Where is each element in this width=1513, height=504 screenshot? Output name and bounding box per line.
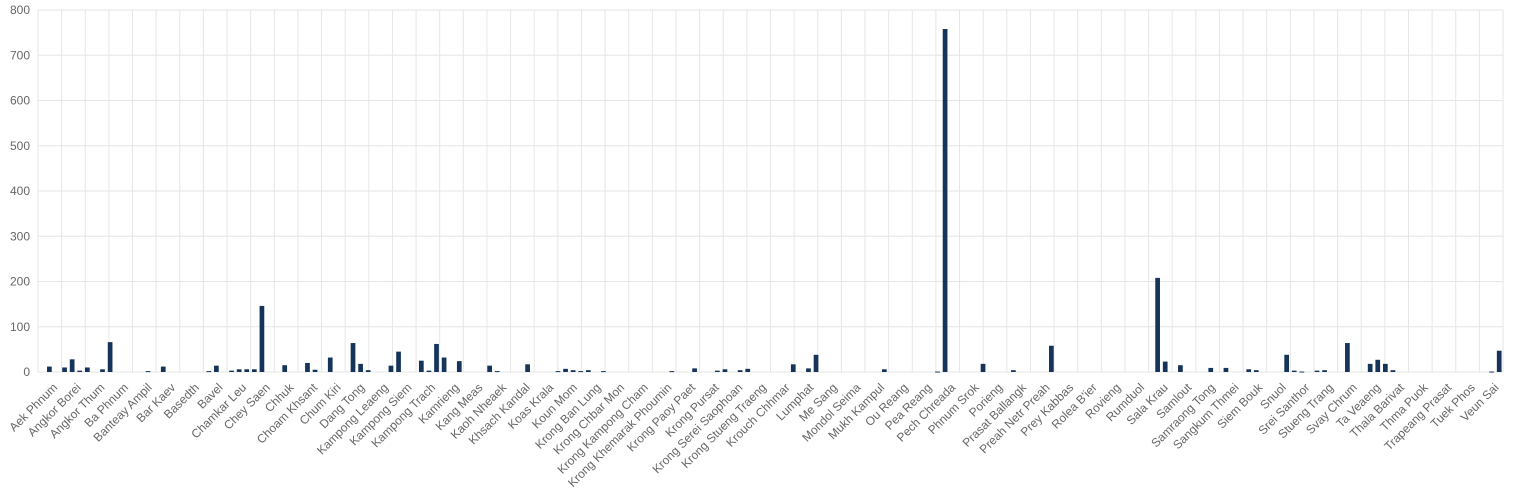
- bar: [69, 359, 75, 372]
- bar: [745, 368, 751, 372]
- grid-layer: [37, 9, 1504, 373]
- y-tick-label: 500: [10, 139, 30, 153]
- y-tick-label: 0: [23, 365, 30, 379]
- bar: [601, 371, 606, 373]
- y-tick-label: 800: [10, 3, 30, 17]
- bar: [1489, 371, 1494, 373]
- bar: [1291, 370, 1297, 372]
- bar: [1375, 359, 1381, 372]
- bar: [47, 366, 52, 372]
- bar: [358, 363, 363, 372]
- bar: [206, 371, 212, 373]
- bar: [1049, 345, 1054, 372]
- bar: [692, 368, 697, 372]
- bar: [107, 342, 113, 372]
- bar: [790, 364, 796, 372]
- bar: [365, 370, 371, 372]
- bar: [737, 370, 743, 372]
- bar: [327, 357, 333, 372]
- bar: [1011, 370, 1016, 372]
- bar: [722, 369, 728, 372]
- bar: [418, 360, 424, 372]
- bar: [1208, 367, 1214, 372]
- bar: [935, 371, 940, 373]
- bar: [1284, 354, 1290, 372]
- y-tick-label: 600: [10, 94, 30, 108]
- bar: [396, 351, 401, 372]
- y-tick-label: 700: [10, 48, 30, 62]
- bar: [555, 371, 561, 373]
- bar: [282, 365, 288, 372]
- bar: [312, 369, 318, 372]
- bar: [456, 361, 462, 372]
- bar: [244, 369, 250, 372]
- bar: [1253, 370, 1259, 372]
- bar: [1155, 277, 1160, 372]
- bar: [813, 354, 819, 372]
- bar: [494, 371, 500, 373]
- bar: [236, 369, 242, 372]
- bar: [350, 343, 356, 372]
- y-tick-label: 400: [10, 184, 30, 198]
- bar: [570, 370, 576, 372]
- bar: [585, 370, 591, 372]
- bar: [882, 369, 887, 372]
- bar: [1322, 370, 1327, 372]
- y-tick-label: 100: [10, 320, 30, 334]
- bar: [229, 370, 234, 372]
- bar: [1246, 369, 1252, 372]
- bar: [525, 364, 530, 372]
- bar: [259, 305, 265, 372]
- y-tick-label: 300: [10, 229, 30, 243]
- bar: [77, 370, 83, 372]
- bar: [214, 365, 219, 372]
- bar: [942, 29, 948, 372]
- bar: [305, 362, 310, 372]
- bar: [1496, 350, 1502, 372]
- bar: [160, 366, 166, 372]
- bar: [1390, 370, 1396, 372]
- bar: [1162, 361, 1168, 372]
- bar: [578, 371, 584, 373]
- y-axis-ticks: 0 100 200 300 400 500 600 700 800: [10, 3, 30, 379]
- bar: [980, 363, 986, 372]
- bar: [434, 343, 439, 372]
- bar: [1367, 363, 1373, 372]
- bar: [1299, 371, 1305, 373]
- bar: [563, 368, 568, 372]
- bar: [145, 371, 151, 373]
- bar: [251, 369, 257, 372]
- bar: [1223, 367, 1229, 372]
- bar: [1382, 363, 1388, 372]
- bar: [806, 368, 811, 372]
- bar: [715, 370, 720, 372]
- bar-layer: [47, 29, 1502, 373]
- bar: [100, 369, 105, 372]
- bar: [62, 367, 67, 372]
- bar: [1314, 370, 1320, 372]
- bar: [441, 357, 447, 372]
- bar: [1178, 365, 1183, 372]
- bar: [84, 367, 90, 372]
- y-tick-label: 200: [10, 275, 30, 289]
- bar: [669, 371, 675, 373]
- bar: [388, 365, 394, 372]
- bar: [487, 365, 492, 372]
- bar: [426, 370, 432, 372]
- bar: [1345, 343, 1350, 372]
